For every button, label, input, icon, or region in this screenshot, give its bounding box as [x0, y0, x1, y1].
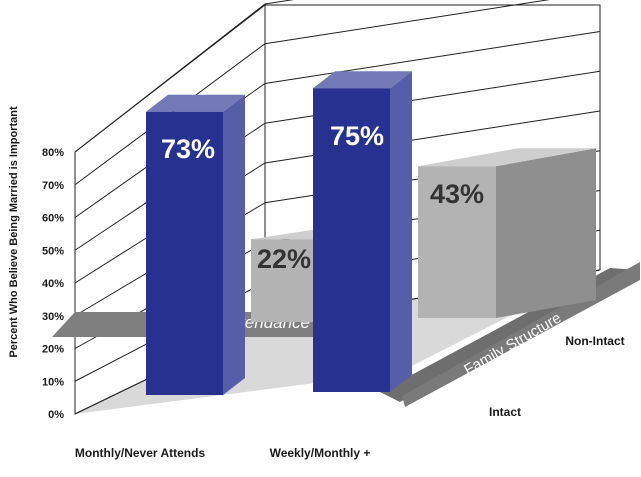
- bar-value-label: 43%: [430, 179, 484, 209]
- bar-non-intact-1: [251, 239, 318, 322]
- gridline: [74, 0, 295, 153]
- bar-side-intact-1: [223, 94, 245, 395]
- bar-intact-2: [313, 88, 390, 392]
- y-tick-label: 10%: [42, 376, 64, 388]
- bar-value-label: 22%: [257, 244, 311, 274]
- bar-non-intact-2: [418, 166, 496, 318]
- y-tick-label: 60%: [42, 213, 64, 225]
- gridline: [74, 0, 551, 186]
- depth-label-intact: Intact: [489, 405, 521, 419]
- category-label-2: Weekly/Monthly +: [270, 446, 371, 460]
- y-tick-label: 50%: [42, 245, 64, 257]
- gridline: [74, 110, 601, 284]
- bar-top-intact-1: [146, 94, 245, 112]
- y-tick-label: 70%: [42, 180, 64, 192]
- bar-intact-1: [146, 111, 223, 395]
- y-tick-label: 40%: [42, 278, 64, 290]
- bar-value-label: 75%: [330, 121, 384, 151]
- bars: 22% 43% 73% 75%: [146, 71, 596, 395]
- bar-side-intact-2: [390, 71, 412, 392]
- category-label-1: Monthly/Never Attends: [75, 446, 206, 460]
- y-tick-label: 0%: [48, 409, 64, 421]
- gridline: [74, 31, 601, 218]
- y-tick-label: 80%: [42, 147, 64, 159]
- bar-top-intact-2: [313, 71, 412, 89]
- gridline: [74, 70, 601, 251]
- y-axis-title: Percent Who Believe Being Married is Imp…: [8, 106, 20, 358]
- y-tick-label: 30%: [42, 311, 64, 323]
- y-tick-labels: 0% 10% 20% 30% 40% 50% 60% 70% 80%: [42, 147, 64, 421]
- bar-side-non-intact-2: [496, 148, 596, 318]
- y-tick-label: 20%: [42, 344, 64, 356]
- bar-value-label: 73%: [161, 134, 215, 164]
- bar-top-non-intact-2: [418, 148, 596, 167]
- depth-label-non-intact: Non-Intact: [565, 334, 624, 348]
